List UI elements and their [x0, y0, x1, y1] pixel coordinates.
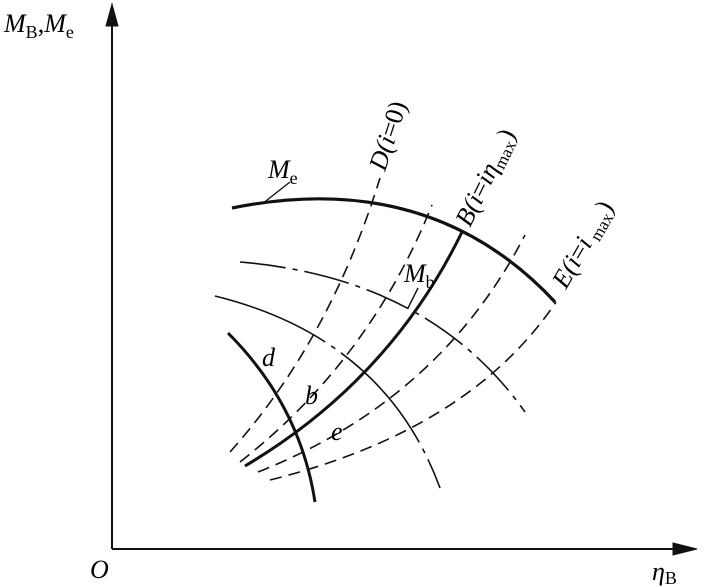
label-part: M [267, 155, 291, 184]
arc-3 [214, 295, 441, 489]
point-label: d [262, 343, 276, 372]
point-label: e [331, 417, 343, 446]
label-sub: B [665, 568, 677, 587]
dashed-curve [239, 204, 433, 463]
me-label: Me [267, 155, 298, 188]
me-curve [231, 197, 557, 304]
x-arrow [672, 542, 698, 556]
d-curve [229, 177, 381, 453]
label-sub: e [66, 22, 74, 42]
mb-leader [407, 287, 419, 309]
label-sub: e [290, 168, 298, 188]
label-sub: B [26, 22, 38, 42]
y-arrow [105, 2, 119, 27]
y-axis-label: MB,Me [3, 9, 74, 42]
label-part: =0) [374, 97, 413, 141]
label-sub: b [426, 272, 435, 292]
label-part: M [403, 259, 427, 288]
me-leader [261, 181, 291, 205]
d-label: D(i=0) [363, 97, 413, 174]
arc-4 [226, 331, 317, 503]
mb-label: Mb [403, 259, 435, 292]
b-label: B(i=iηmax) [449, 124, 524, 232]
arc-2 [239, 261, 526, 413]
label-part: M [43, 9, 67, 38]
label-part: , [38, 9, 45, 38]
point-label: b [305, 381, 318, 410]
x-axis-label: ηB [652, 557, 677, 587]
origin-label: O [90, 555, 109, 584]
label-part: η [652, 557, 665, 586]
label-part: M [3, 9, 27, 38]
e-label: E(i=i max) [546, 195, 622, 295]
mb-curve [244, 231, 464, 468]
